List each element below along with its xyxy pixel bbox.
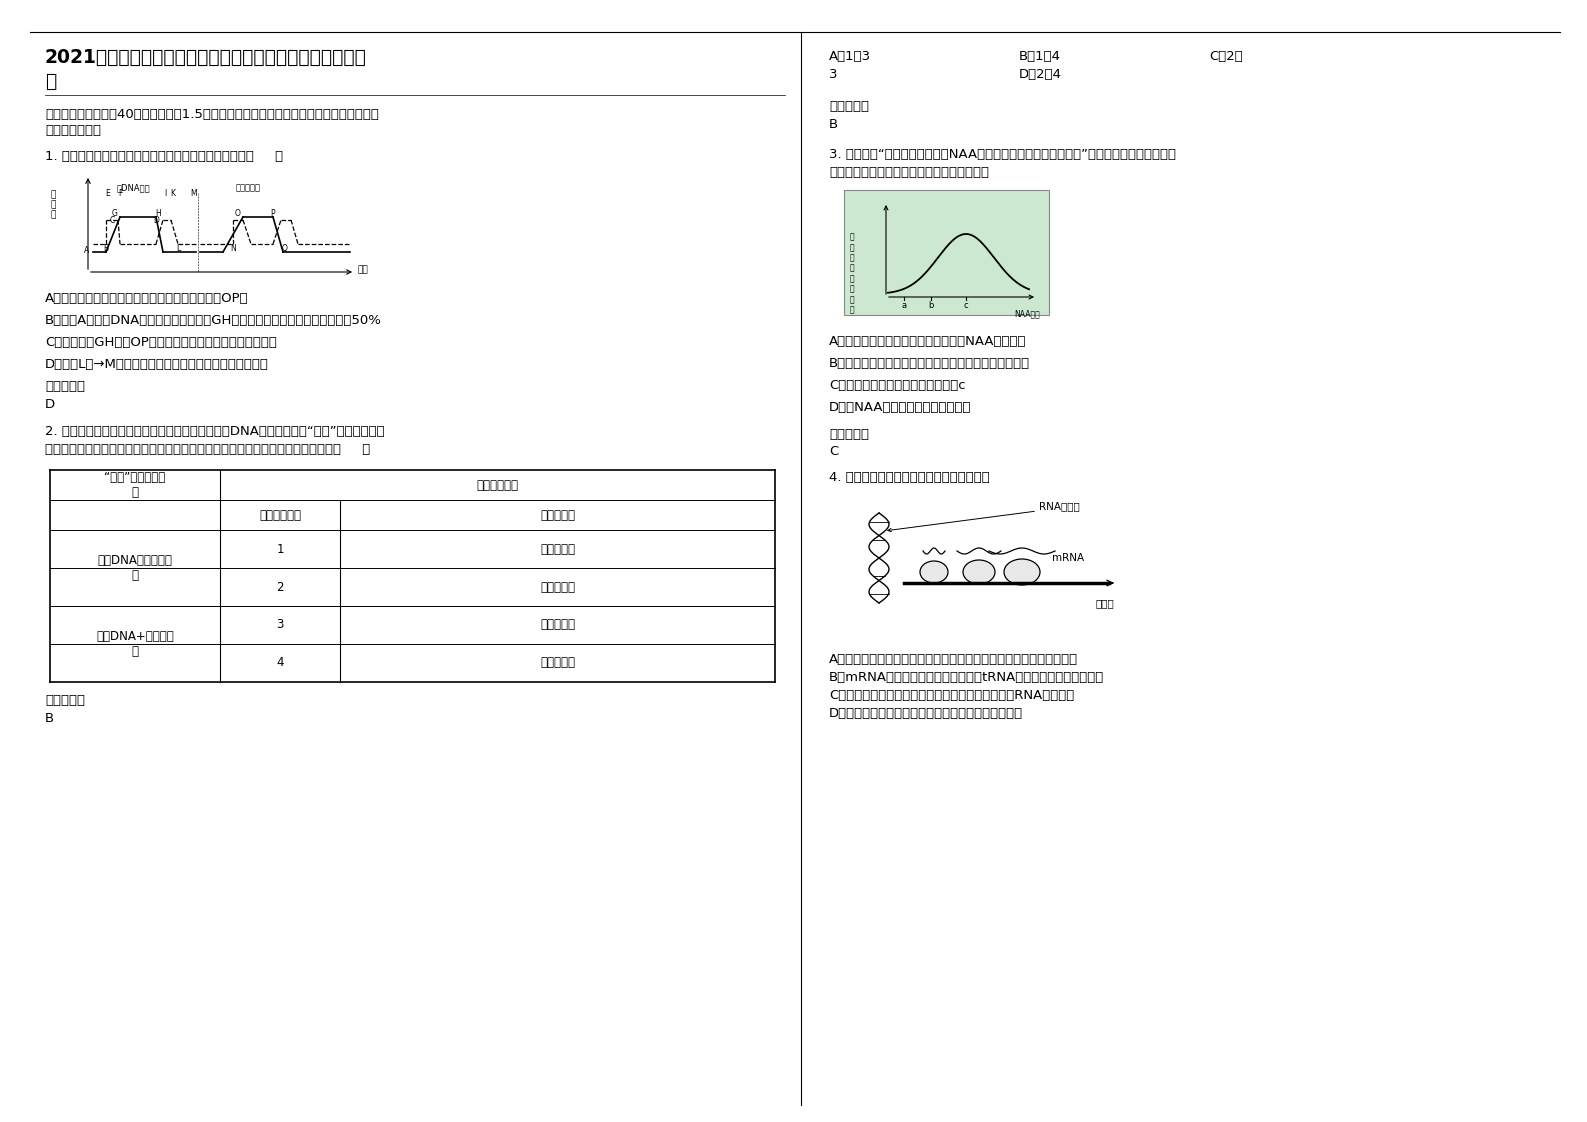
Text: 相
对
值: 相 对 值 [51, 190, 56, 220]
Text: 甲的DNA＋乙的蛋白
质: 甲的DNA＋乙的蛋白 质 [97, 554, 173, 582]
Text: B: B [103, 243, 108, 252]
Text: B: B [828, 118, 838, 131]
Text: 与乙种一致: 与乙种一致 [540, 580, 574, 594]
Text: 插
条
平
均
生
根
数
目: 插 条 平 均 生 根 数 目 [849, 232, 854, 314]
Text: 参考答案：: 参考答案： [828, 427, 870, 441]
Text: C、该图表示的是复制、转录和翻译，需要解旋酶、RNA聚合酶等: C、该图表示的是复制、转录和翻译，需要解旋酶、RNA聚合酶等 [828, 689, 1074, 702]
Text: D、用NAA处理枝条的时间应该相同: D、用NAA处理枝条的时间应该相同 [828, 401, 971, 414]
Text: 果，有关本实验分析或评价的叙述不正确的是: 果，有关本实验分析或评价的叙述不正确的是 [828, 166, 989, 180]
Text: P: P [271, 209, 275, 218]
Text: 与乙种一致: 与乙种一致 [540, 656, 574, 670]
Text: 题目要求的。）: 题目要求的。） [44, 125, 102, 137]
Text: 分别感染大肠杆菌，并对子代噬菌体的表现型作出预测，见表。其中预测正确的是（     ）: 分别感染大肠杆菌，并对子代噬菌体的表现型作出预测，见表。其中预测正确的是（ ） [44, 443, 370, 456]
Text: K: K [170, 188, 176, 197]
Text: 核DNA含量: 核DNA含量 [116, 183, 149, 192]
Text: O: O [235, 209, 241, 218]
Text: B、銀杏插条上侧芽的数目及饱满程度度会影响实验结果: B、銀杏插条上侧芽的数目及饱满程度度会影响实验结果 [828, 357, 1030, 370]
Text: 2: 2 [276, 580, 284, 594]
Text: A、本实验的自变量是促进插条生根的NAA浓度大小: A、本实验的自变量是促进插条生根的NAA浓度大小 [828, 335, 1027, 348]
Text: D、故该图所示的生理过程所需的能量由细胞溶胶提供: D、故该图所示的生理过程所需的能量由细胞溶胶提供 [828, 707, 1024, 720]
Text: 实验预期结果: 实验预期结果 [476, 478, 519, 491]
Text: 3: 3 [828, 68, 838, 81]
Text: D: D [152, 215, 159, 224]
Text: 预期结果序号: 预期结果序号 [259, 508, 302, 522]
Text: A．1、3: A．1、3 [828, 50, 871, 63]
Text: A、细胞分裂过程中，细胞体积明显增大的时期是OP段: A、细胞分裂过程中，细胞体积明显增大的时期是OP段 [44, 292, 249, 305]
Text: 子代表现型: 子代表现型 [540, 508, 574, 522]
Ellipse shape [1005, 559, 1039, 585]
Text: N: N [230, 243, 236, 252]
Text: C: C [110, 215, 114, 224]
Text: a: a [901, 301, 906, 310]
Text: M: M [190, 188, 197, 197]
Text: 1: 1 [276, 543, 284, 555]
Text: E: E [106, 188, 111, 197]
Text: 与甲种一致: 与甲种一致 [540, 543, 574, 555]
Text: 析: 析 [44, 72, 56, 91]
Text: 时间: 时间 [357, 265, 368, 274]
Text: 4. 关于图示的生理过程的说法，不正确的是: 4. 关于图示的生理过程的说法，不正确的是 [828, 471, 990, 484]
Text: A: A [84, 246, 89, 255]
Text: 4: 4 [276, 656, 284, 670]
Text: mRNA: mRNA [1052, 553, 1084, 563]
Text: D: D [44, 398, 56, 411]
Text: 3: 3 [276, 618, 284, 632]
Text: Q: Q [282, 243, 287, 252]
Text: 染色体数目: 染色体数目 [235, 183, 260, 192]
Text: RNA聚合酶: RNA聚合酶 [1039, 502, 1079, 511]
Ellipse shape [963, 560, 995, 583]
Text: 2. 某同学分离纯化了甲、乙两种噬菌体的蛋白质和DNA，重新组合为“杂合”噬菌体，然后: 2. 某同学分离纯化了甲、乙两种噬菌体的蛋白质和DNA，重新组合为“杂合”噬菌体… [44, 425, 384, 438]
Text: c: c [963, 301, 968, 310]
Text: C: C [828, 445, 838, 458]
Ellipse shape [920, 561, 947, 583]
Text: B、若在A点将该DNA用同位素标记，则在GH段可检测有放射性的脱氧核苷酸占50%: B、若在A点将该DNA用同位素标记，则在GH段可检测有放射性的脱氧核苷酸占50% [44, 314, 382, 327]
Text: 核糖体: 核糖体 [1095, 598, 1114, 608]
Text: F: F [117, 188, 122, 197]
Text: 一、选择题（本题內40小题，每小题1.5分。在每小题给出的四个选项中，只有一项是符合: 一、选择题（本题內40小题，每小题1.5分。在每小题给出的四个选项中，只有一项是… [44, 108, 379, 121]
Text: 2021年四川省眉山市田家炳实验中学高二生物期末试题含解: 2021年四川省眉山市田家炳实验中学高二生物期末试题含解 [44, 48, 367, 67]
Text: 参考答案：: 参考答案： [44, 380, 86, 393]
Text: b: b [928, 301, 933, 310]
Text: B: B [44, 712, 54, 725]
Text: D、图中L点→M点所示过程的进行，与细胞膜的流动性有关: D、图中L点→M点所示过程的进行，与细胞膜的流动性有关 [44, 358, 268, 371]
Text: I: I [163, 188, 167, 197]
Text: 乙的DNA+甲的蛋白
质: 乙的DNA+甲的蛋白 质 [97, 629, 175, 657]
Text: B．1、4: B．1、4 [1019, 50, 1062, 63]
Text: C、促进銀杏插条生根的最适浓度为c: C、促进銀杏插条生根的最适浓度为c [828, 379, 965, 392]
Text: “杂合”噬菌体的组
成: “杂合”噬菌体的组 成 [105, 471, 165, 499]
Text: G: G [113, 209, 117, 218]
Text: 3. 某同学在“探究生长素类似物NAA促进銀杏插条生根的最适浓度”实验中获得了右图所示结: 3. 某同学在“探究生长素类似物NAA促进銀杏插条生根的最适浓度”实验中获得了右… [828, 148, 1176, 160]
Text: D．2、4: D．2、4 [1019, 68, 1062, 81]
Text: C、在图中的GH段和OP段，细胞中含有染色体数目是相等的: C、在图中的GH段和OP段，细胞中含有染色体数目是相等的 [44, 335, 276, 349]
Text: 参考答案：: 参考答案： [828, 100, 870, 113]
Text: L: L [176, 243, 181, 252]
Text: H: H [156, 209, 160, 218]
Text: NAA浓度: NAA浓度 [1014, 309, 1039, 318]
Text: C．2、: C．2、 [1209, 50, 1243, 63]
Text: 1. 下面为动物细胞分裂过程的示意图，据图分析可得出（     ）: 1. 下面为动物细胞分裂过程的示意图，据图分析可得出（ ） [44, 150, 282, 163]
Text: 与甲种一致: 与甲种一致 [540, 618, 574, 632]
Bar [844, 190, 1049, 315]
Text: 参考答案：: 参考答案： [44, 695, 86, 707]
Text: A、该图所示的转录和翻译过程是同时进行的，发生在原核生物细胞内: A、该图所示的转录和翻译过程是同时进行的，发生在原核生物细胞内 [828, 653, 1078, 666]
Text: B、mRNA上所有的密码子不一定能在tRNA上找到相对应的反密码子: B、mRNA上所有的密码子不一定能在tRNA上找到相对应的反密码子 [828, 671, 1105, 684]
